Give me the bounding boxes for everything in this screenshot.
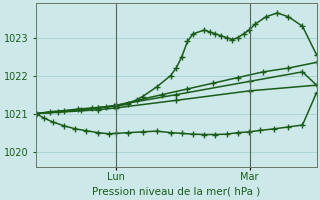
X-axis label: Pression niveau de la mer( hPa ): Pression niveau de la mer( hPa ) [92, 187, 260, 197]
